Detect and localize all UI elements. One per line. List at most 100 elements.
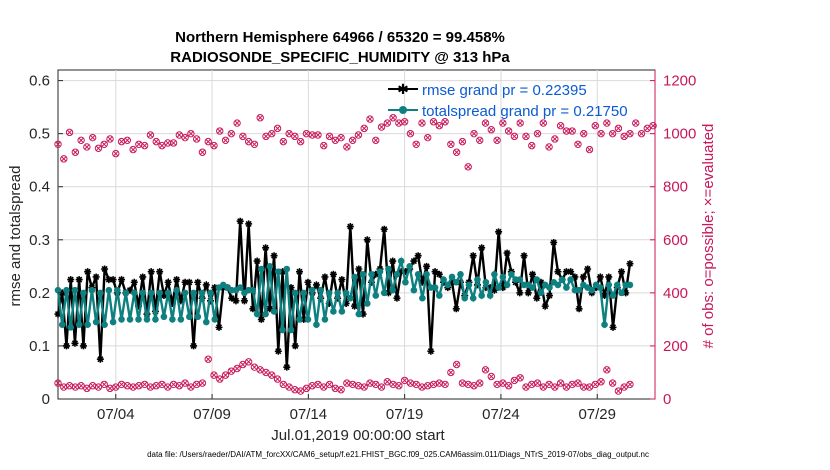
totalspread-point [118, 316, 125, 323]
rmse-point [626, 260, 634, 268]
totalspread-point [262, 310, 269, 318]
obs-count-marker [452, 148, 461, 156]
obs-count-marker [441, 380, 449, 389]
totalspread-point [495, 284, 502, 291]
obs-count-marker-evaluated [552, 136, 558, 142]
obs-count-marker-evaluated [292, 133, 298, 140]
obs-count-marker [441, 118, 449, 126]
obs-count-marker-evaluated [575, 141, 581, 148]
x-ticks: 07/04 07/09 07/14 07/19 07/24 07/29 [97, 394, 616, 423]
obs-count-marker-evaluated [373, 137, 379, 144]
obs-count-marker-evaluated [390, 115, 396, 121]
obs-count-marker-evaluated [367, 380, 373, 386]
obs-count-marker [452, 360, 461, 369]
plot-area [57, 69, 656, 400]
obs-count-marker-evaluated [113, 384, 119, 390]
obs-count-marker-evaluated [107, 136, 113, 142]
totalspread-point [605, 281, 613, 289]
obs-count-marker [614, 387, 623, 395]
obs-count-marker-evaluated [136, 382, 142, 389]
totalspread-point [313, 321, 320, 329]
obs-count-marker-evaluated [442, 118, 448, 125]
totalspread-point [419, 294, 426, 302]
obs-count-marker [632, 119, 640, 127]
obs-count-marker-evaluated [621, 133, 627, 140]
series-line-totalspread [56, 256, 630, 331]
obs-count-marker [77, 136, 85, 145]
obs-count-marker [152, 137, 160, 146]
y-axis-label-right: # of obs: o=possible; ×=evaluated [700, 124, 717, 349]
chart-title-line2: RADIOSONDE_SPECIFIC_HUMIDITY @ 313 hPa [170, 49, 510, 66]
obs-possible-series-lower [54, 355, 634, 395]
rmse-point [617, 268, 625, 276]
obs-count-marker [239, 132, 247, 141]
grid [58, 70, 655, 399]
obs-count-marker [470, 129, 478, 138]
obs-count-marker-evaluated [644, 125, 651, 132]
y-tick-label-right: 600 [663, 232, 688, 249]
obs-count-marker-evaluated [517, 375, 523, 381]
y-tick-label-right: 1200 [663, 73, 696, 90]
obs-count-marker-evaluated [292, 386, 298, 393]
obs-count-marker [360, 383, 368, 391]
rmse-point [236, 217, 244, 225]
obs-count-marker [533, 129, 542, 138]
obs-count-marker-evaluated [101, 381, 107, 388]
obs-count-marker-evaluated [453, 361, 460, 368]
rmse-point [105, 276, 113, 284]
obs-count-marker [585, 145, 594, 154]
obs-count-marker-evaluated [361, 125, 367, 132]
obs-count-marker-evaluated [61, 156, 67, 162]
obs-count-marker [626, 380, 634, 389]
totalspread-point [258, 265, 265, 273]
totalspread-point [465, 281, 473, 289]
obs-count-marker-evaluated [540, 384, 547, 390]
obs-count-marker-evaluated [274, 376, 281, 382]
obs-count-marker [568, 127, 576, 135]
obs-count-marker-evaluated [500, 120, 506, 126]
obs-count-marker-evaluated [124, 137, 131, 144]
obs-count-marker [100, 380, 108, 389]
obs-count-marker-evaluated [107, 385, 113, 392]
obs-count-marker-evaluated [546, 381, 552, 388]
obs-count-marker [100, 140, 108, 148]
obs-count-marker-evaluated [245, 359, 252, 365]
obs-count-marker-evaluated [153, 138, 159, 145]
rmse-point [249, 305, 257, 313]
totalspread-point [355, 310, 363, 318]
obs-count-marker-evaluated [349, 381, 356, 388]
rmse-point [84, 268, 92, 276]
obs-count-marker-evaluated [234, 120, 240, 126]
totalspread-point [194, 313, 202, 321]
obs-count-marker-evaluated [459, 138, 466, 145]
totalspread-point [363, 300, 371, 307]
obs-count-marker-evaluated [228, 130, 235, 137]
obs-count-marker [320, 141, 328, 150]
obs-count-marker [204, 355, 212, 363]
y-tick-label-right: 400 [663, 285, 688, 302]
obs-count-marker-evaluated [505, 128, 512, 134]
rmse-point [533, 294, 541, 302]
obs-count-marker [551, 383, 559, 391]
totalspread-point [558, 276, 566, 283]
totalspread-point [130, 289, 138, 297]
rmse-point [389, 257, 397, 265]
rmse-point [279, 268, 287, 276]
obs-count-marker [325, 380, 334, 389]
totalspread-point [380, 289, 388, 297]
obs-count-marker-evaluated [199, 149, 206, 156]
rmse-point [452, 305, 460, 313]
rmse-point [410, 257, 418, 265]
obs-count-marker [348, 136, 357, 145]
totalspread-point [601, 321, 608, 329]
obs-count-marker-evaluated [517, 120, 523, 126]
obs-count-marker-evaluated [523, 133, 529, 140]
y-tick-label-left: 0 [42, 391, 50, 408]
obs-count-marker-evaluated [523, 384, 529, 390]
obs-count-marker [296, 137, 305, 146]
totalspread-point [563, 284, 570, 291]
totalspread-point [546, 284, 553, 291]
obs-count-marker-evaluated [338, 386, 344, 393]
obs-count-marker [458, 137, 467, 146]
totalspread-point [351, 273, 358, 281]
